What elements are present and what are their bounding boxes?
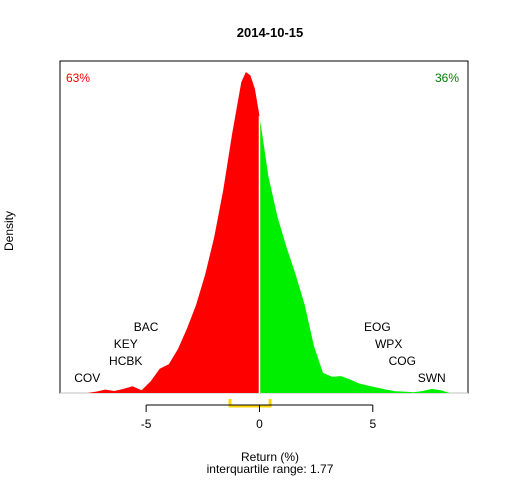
x-axis-label: Return (%) [241,450,299,464]
negative-share-label: 63% [66,71,90,85]
positive-share-label: 36% [435,71,459,85]
ticker-label: KEY [114,337,138,351]
x-axis: -5 0 5 [141,404,376,431]
positive-density-area [259,115,450,394]
x-tick-label: 5 [369,417,376,431]
negative-density-area [87,72,260,393]
chart-title: 2014-10-15 [237,25,304,40]
x-tick-label: -5 [141,417,152,431]
chart-subtitle: interquartile range: 1.77 [207,462,334,476]
ticker-label: SWN [418,371,446,385]
ticker-label: HCBK [109,354,142,368]
ticker-label: EOG [364,320,391,334]
ticker-label: COG [389,354,416,368]
x-tick-label: 0 [256,417,263,431]
ticker-label: COV [74,371,100,385]
ticker-label: WPX [375,337,402,351]
y-axis-label: Density [2,211,16,251]
ticker-label: BAC [134,320,159,334]
iqr-bracket [228,399,272,408]
